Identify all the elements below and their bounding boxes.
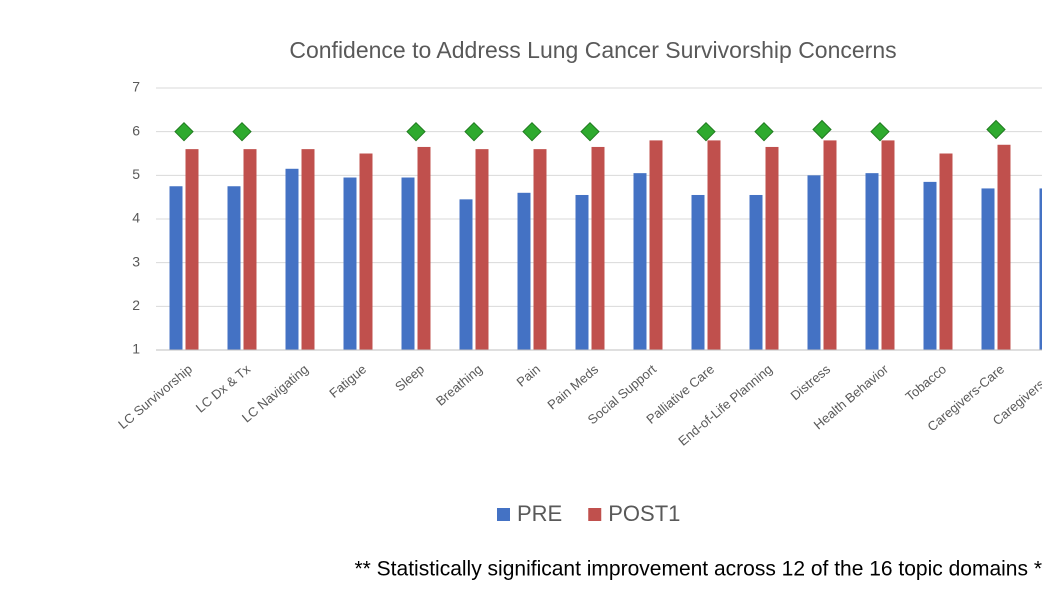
- y-tick-label: 3: [132, 253, 140, 269]
- x-tick-label: Pain Meds: [544, 361, 601, 412]
- y-tick-label: 4: [132, 210, 140, 226]
- bar: [533, 149, 547, 350]
- legend-swatch: [588, 508, 602, 521]
- bar: [285, 168, 299, 350]
- y-tick-label: 6: [132, 122, 140, 138]
- y-tick-label: 5: [132, 166, 140, 182]
- bar: [475, 149, 489, 350]
- bar: [169, 186, 183, 350]
- bar: [243, 149, 257, 350]
- legend-label: POST1: [608, 501, 680, 526]
- x-tick-label: Distress: [788, 361, 834, 403]
- x-tick-label: LC Dx & Tx: [193, 361, 254, 415]
- x-tick-label: LC Survivorship: [115, 361, 195, 431]
- bar: [981, 188, 995, 350]
- bar: [997, 144, 1011, 350]
- significance-marker: [696, 121, 716, 142]
- bar: [633, 173, 647, 350]
- bar: [185, 149, 199, 350]
- bar: [417, 146, 431, 350]
- x-tick-label: End-of-Life Planning: [675, 361, 775, 448]
- significance-marker: [174, 121, 194, 142]
- bar: [749, 194, 763, 350]
- bar: [923, 181, 937, 350]
- bar: [691, 194, 705, 350]
- x-tick-label: Tobacco: [902, 361, 949, 404]
- bar: [765, 146, 779, 350]
- bar: [227, 186, 241, 350]
- bar: [1039, 188, 1042, 350]
- bar: [865, 173, 879, 350]
- bar: [301, 149, 315, 350]
- x-tick-label: Fatigue: [326, 361, 369, 400]
- legend-swatch: [497, 508, 510, 521]
- significance-marker: [464, 121, 484, 142]
- bar: [939, 153, 953, 350]
- x-tick-label: Breathing: [433, 361, 485, 408]
- y-tick-label: 1: [132, 341, 140, 357]
- significance-marker: [580, 121, 600, 142]
- bar: [591, 146, 605, 350]
- y-tick-label: 2: [132, 297, 140, 313]
- significance-marker: [870, 121, 890, 142]
- chart-title: Confidence to Address Lung Cancer Surviv…: [289, 37, 896, 63]
- bar: [343, 177, 357, 350]
- significance-marker: [812, 119, 832, 140]
- significance-marker: [986, 119, 1006, 140]
- y-tick-label: 7: [132, 79, 140, 95]
- bar: [707, 140, 721, 350]
- x-tick-label: Pain: [514, 361, 544, 389]
- significance-marker: [406, 121, 426, 142]
- significance-marker: [522, 121, 542, 142]
- bar: [401, 177, 415, 350]
- bar: [517, 192, 531, 350]
- bar: [359, 153, 373, 350]
- bar: [649, 140, 663, 350]
- footnote: ** Statistically significant improvement…: [355, 558, 1042, 581]
- bar: [881, 140, 895, 350]
- significance-marker: [232, 121, 252, 142]
- bar: [823, 140, 837, 350]
- legend-label: PRE: [517, 501, 562, 526]
- x-tick-label: Sleep: [392, 361, 427, 394]
- bar: [807, 175, 821, 350]
- bar: [575, 194, 589, 350]
- significance-marker: [754, 121, 774, 142]
- bar: [459, 199, 473, 350]
